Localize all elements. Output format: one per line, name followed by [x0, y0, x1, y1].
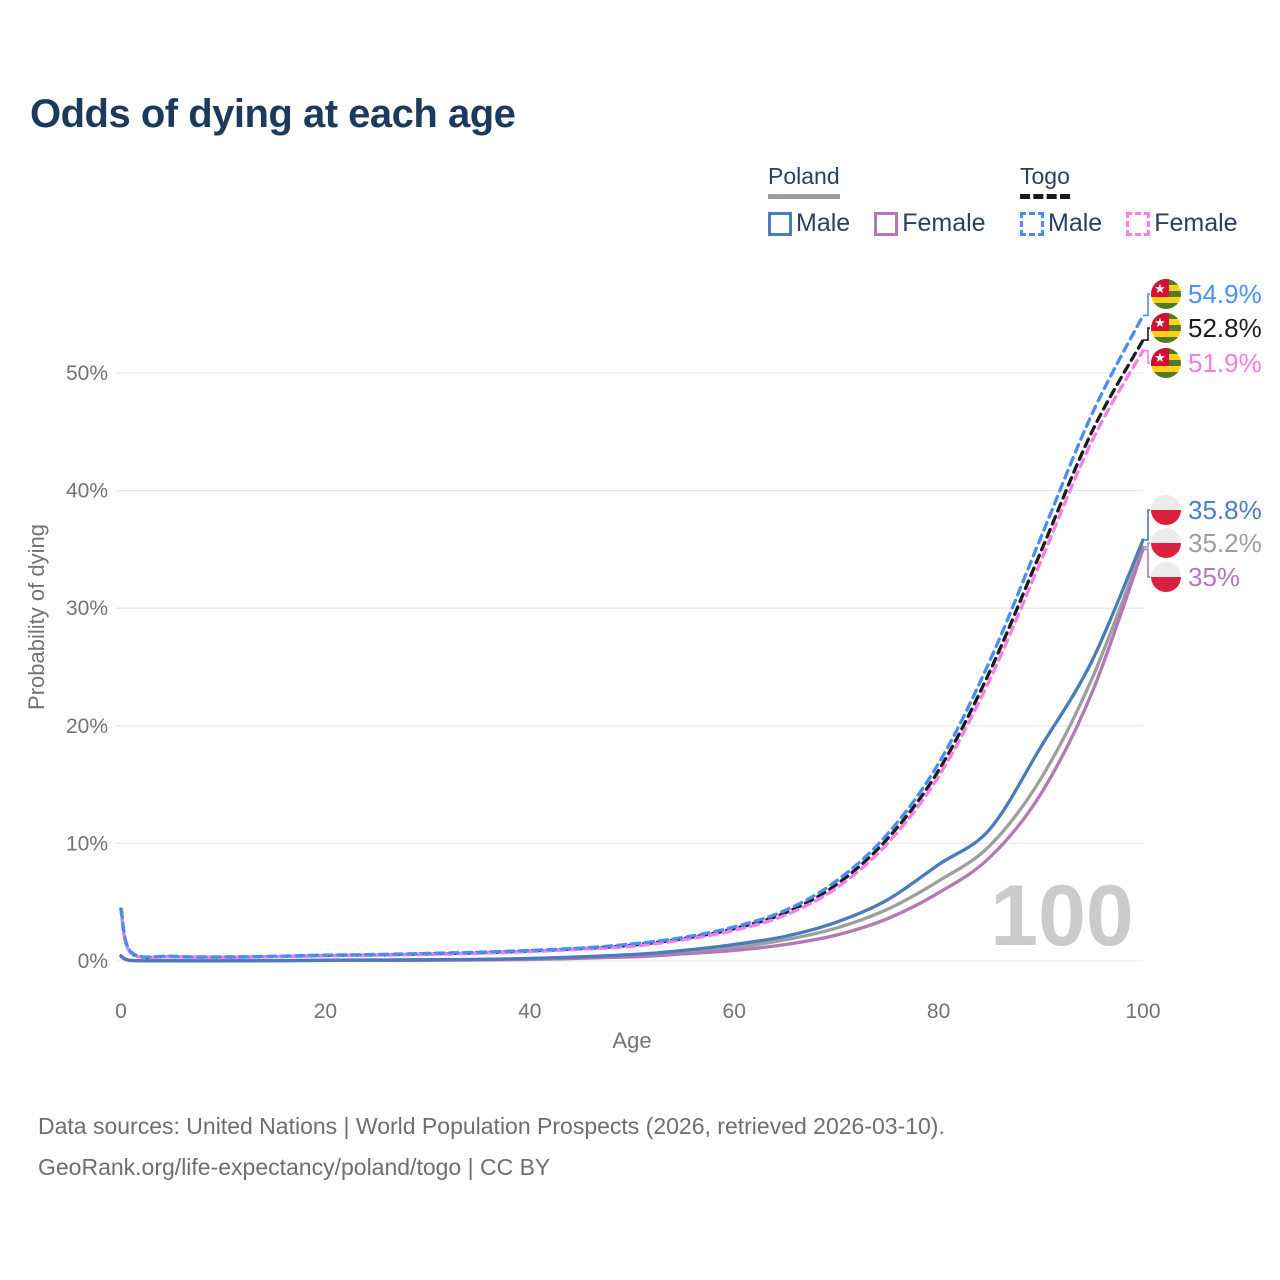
data-source-note: Data sources: United Nations | World Pop… [38, 1106, 945, 1188]
svg-text:★: ★ [1154, 350, 1166, 365]
series-line-togo-male[interactable] [119, 313, 1145, 959]
legend-label: Female [902, 209, 986, 237]
togo-male-swatch-icon [1020, 211, 1044, 236]
y-tick-label: 40% [66, 480, 108, 503]
poland-flag-icon [1151, 562, 1181, 592]
x-tick-label: 20 [314, 1000, 337, 1023]
legend-label: Male [1048, 209, 1103, 237]
legend-group-togo: Togo Male Female [1020, 163, 1256, 238]
x-tick-label: 0 [115, 1000, 127, 1023]
series-line-poland-male[interactable] [119, 538, 1145, 963]
end-label-connector-togo-combined [1143, 327, 1150, 341]
x-tick-label: 40 [518, 1000, 541, 1023]
togo-female-swatch-icon [1126, 211, 1151, 236]
end-value-label-poland-female: 35% [1188, 562, 1240, 592]
series-line-togo-female[interactable] [119, 349, 1145, 960]
end-label-connector-togo-male [1143, 293, 1150, 317]
legend-header-togo[interactable]: Togo [1020, 163, 1070, 199]
poland-male-swatch-icon [768, 211, 792, 236]
y-tick-label: 50% [66, 362, 108, 385]
end-label-connector-togo-female [1143, 349, 1150, 364]
legend-group-poland: Poland Male Female [768, 163, 1004, 238]
age-watermark: 100 [990, 868, 1134, 964]
legend-label: Female [1154, 209, 1238, 237]
svg-text:★: ★ [1154, 281, 1166, 296]
y-tick-label: 20% [66, 715, 108, 738]
x-tick-label: 100 [1125, 1000, 1160, 1023]
togo-flag-icon: ★ [1151, 348, 1181, 378]
x-axis-title: Age [612, 1028, 651, 1053]
togo-flag-icon: ★ [1151, 279, 1181, 309]
poland-flag-icon [1151, 495, 1181, 525]
end-value-label-togo-male: 54.9% [1188, 279, 1262, 309]
end-label-connector-poland-combined [1143, 542, 1150, 548]
legend-label: Male [796, 209, 851, 237]
poland-female-swatch-icon [874, 211, 899, 236]
end-value-label-togo-combined: 52.8% [1188, 313, 1262, 343]
y-tick-label: 30% [66, 597, 108, 620]
svg-text:★: ★ [1154, 315, 1166, 330]
page-title: Odds of dying at each age [30, 92, 516, 136]
togo-flag-icon: ★ [1151, 313, 1181, 343]
footer-line-2: GeoRank.org/life-expectancy/poland/togo … [38, 1154, 551, 1180]
legend-item-poland-male[interactable]: Male [768, 209, 850, 238]
end-value-label-poland-male: 35.8% [1188, 495, 1262, 525]
legend-header-poland[interactable]: Poland [768, 163, 840, 199]
legend-row-poland: Male Female [768, 209, 1004, 238]
y-tick-label: 10% [66, 832, 108, 855]
legend-item-togo-male[interactable]: Male [1020, 209, 1102, 238]
legend-row-togo: Male Female [1020, 209, 1256, 238]
end-value-label-poland-combined: 35.2% [1188, 528, 1262, 558]
y-tick-label: 0% [78, 950, 108, 973]
legend-item-togo-female[interactable]: Female [1126, 209, 1238, 238]
footer-line-1: Data sources: United Nations | World Pop… [38, 1113, 945, 1139]
legend-item-poland-female[interactable]: Female [874, 209, 986, 238]
poland-flag-icon [1151, 528, 1181, 558]
y-axis-title: Probability of dying [24, 524, 49, 710]
end-label-connector-poland-female [1143, 548, 1150, 578]
end-label-connector-poland-male [1143, 509, 1150, 541]
series-line-togo-combined[interactable] [119, 338, 1145, 959]
x-tick-label: 80 [927, 1000, 950, 1023]
x-tick-label: 60 [723, 1000, 746, 1023]
end-value-label-togo-female: 51.9% [1188, 348, 1262, 378]
